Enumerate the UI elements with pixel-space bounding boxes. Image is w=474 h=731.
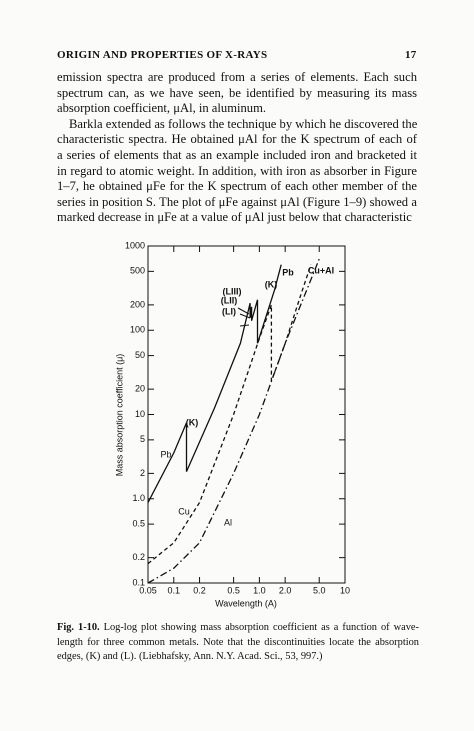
annotation: (LIII) [223, 286, 242, 296]
y-tick-label: 50 [135, 350, 145, 360]
x-tick-label: 0.05 [139, 585, 157, 595]
caption-line: length for three common metals. Note tha… [57, 636, 419, 650]
annotation: (K) [186, 417, 199, 427]
text-line: spectrum can, as we have seen, be identi… [57, 85, 417, 100]
running-head: ORIGIN AND PROPERTIES OF X-RAYS [57, 49, 268, 61]
text-line: 1–7, he obtained μFe for the K spectrum … [57, 179, 417, 194]
y-tick-label: 1000 [125, 240, 145, 250]
y-tick-label: 100 [130, 325, 145, 335]
y-tick-label: 20 [135, 384, 145, 394]
text-line: emission spectra are produced from a ser… [57, 70, 417, 84]
annotation: (LI) [222, 306, 236, 316]
text-line: absorption coefficient, μAl, in aluminum… [57, 101, 267, 116]
x-tick-label: 10 [340, 585, 350, 595]
x-tick-label: 0.1 [168, 585, 181, 595]
series-line [147, 258, 320, 584]
series-line [147, 264, 282, 503]
x-tick-label: 2.0 [279, 585, 292, 595]
annotation: (LII) [221, 295, 238, 305]
figure-label: Fig. 1-10. [57, 622, 100, 633]
annotation: (K) [265, 279, 278, 289]
x-tick-label: 0.2 [193, 585, 206, 595]
y-tick-label: 200 [130, 299, 145, 309]
y-tick-label: 10 [135, 409, 145, 419]
text-line: a series of elements that as an example … [57, 148, 417, 162]
caption-line: edges, (K) and (L). (Liebhafsky, Ann. N.… [57, 650, 419, 664]
text-line: marked decrease in μFe at a value of μAl… [57, 210, 412, 225]
x-axis-label: Wavelength (A) [215, 598, 277, 608]
y-tick-label: 1.0 [132, 493, 145, 503]
caption-text: Log-log plot showing mass absorption coe… [103, 622, 419, 633]
x-tick-label: 0.5 [227, 585, 240, 595]
page-number: 17 [405, 49, 417, 61]
y-tick-label: 5 [140, 434, 145, 444]
y-tick-label: 0.5 [132, 518, 145, 528]
text-line: series in position S. The plot of μFe ag… [57, 194, 417, 209]
y-tick-label: 2 [140, 468, 145, 478]
caption-line: Fig. 1-10. Log-log plot showing mass abs… [57, 621, 419, 635]
series-label: Cu [178, 506, 190, 516]
series-label: Pb [160, 449, 171, 459]
series-label: Al [224, 517, 232, 527]
text-line: in regard to atomic weight. In addition,… [57, 163, 417, 178]
y-tick-label: 0.1 [132, 577, 145, 587]
x-tick-label: 5.0 [313, 585, 326, 595]
y-axis-label: Mass absorption coefficient (μ) [114, 354, 124, 477]
x-tick-label: 1.0 [253, 585, 266, 595]
text-line: Barkla extended as follows the technique… [69, 116, 418, 131]
annotation: Pb [282, 267, 294, 277]
chart: Wavelength (A) Mass absorption coefficie… [114, 240, 350, 608]
y-tick-label: 0.2 [132, 552, 145, 562]
plot-frame [147, 245, 346, 584]
annotation: Cu+Al [308, 265, 334, 275]
caption-text: length for three common metals. Note tha… [57, 636, 419, 648]
caption-text: edges, (K) and (L). (Liebhafsky, Ann. N.… [57, 651, 323, 663]
y-tick-label: 500 [130, 266, 145, 276]
series-line [147, 264, 312, 565]
text-line: characteristic spectra. He obtained μAl … [57, 132, 417, 147]
pointer [239, 313, 251, 319]
